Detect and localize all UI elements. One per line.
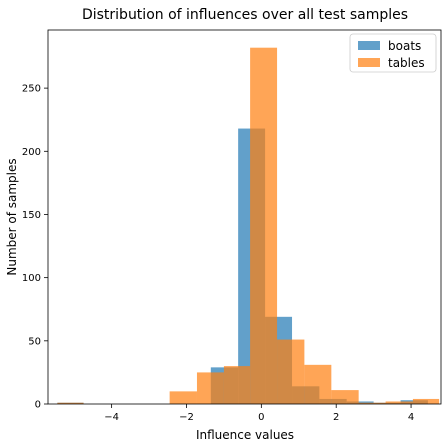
bar-tables-7	[331, 390, 359, 404]
bar-tables-5	[277, 339, 305, 404]
y-axis-label: Number of samples	[5, 158, 19, 275]
bar-tables-2	[196, 372, 224, 404]
bar-tables-8	[358, 402, 386, 404]
y-tick-label: 250	[22, 84, 41, 95]
bar-tables-10	[412, 398, 440, 404]
legend-label-boats: boats	[388, 39, 421, 53]
bar-tables-3	[223, 366, 251, 404]
y-tick-label: 200	[22, 147, 41, 158]
y-tick-label: 50	[28, 336, 41, 347]
y-axis: 0 50 100 150 200 250	[22, 84, 48, 411]
bar-tables-1	[169, 391, 197, 404]
y-tick-label: 150	[22, 210, 41, 221]
bar-tables-6	[304, 364, 332, 404]
y-tick-label: 0	[35, 400, 41, 411]
legend: boats tables	[349, 33, 437, 73]
legend-swatch-tables	[358, 58, 380, 67]
bar-tables-0	[57, 402, 84, 404]
x-tick-label: −4	[104, 412, 119, 423]
x-tick-label: 4	[408, 412, 414, 423]
x-tick-label: 0	[258, 412, 264, 423]
chart-title: Distribution of influences over all test…	[82, 7, 408, 23]
x-tick-label: −2	[179, 412, 194, 423]
plot-frame	[47, 29, 442, 405]
bar-tables-4	[250, 47, 278, 405]
legend-swatch-boats	[358, 41, 380, 50]
x-axis: −4 −2 0 2 4	[104, 404, 414, 423]
x-axis-label: Influence values	[196, 428, 294, 442]
bar-tables-9	[385, 401, 413, 404]
y-tick-label: 100	[22, 273, 41, 284]
legend-label-tables: tables	[388, 56, 425, 70]
plot-area	[57, 47, 440, 405]
x-tick-label: 2	[333, 412, 339, 423]
